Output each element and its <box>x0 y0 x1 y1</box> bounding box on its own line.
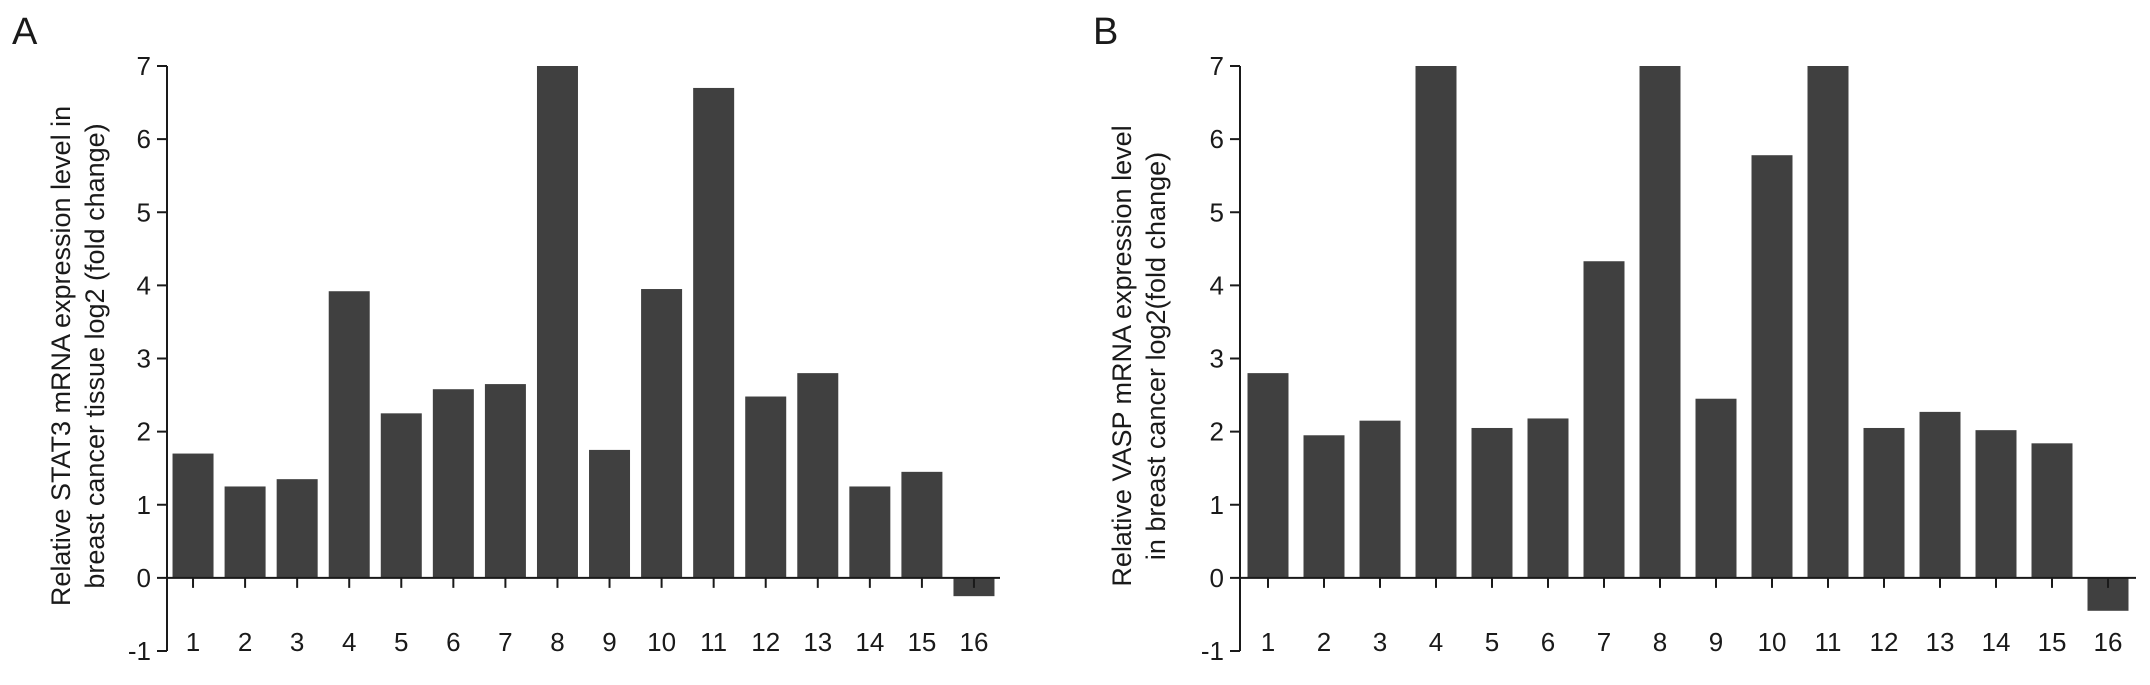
panel-a-x-tick-label-8: 8 <box>550 627 564 657</box>
panel-b-y-tick-label-3: 3 <box>1210 344 1224 374</box>
panel-a-y-tick-label--1: -1 <box>128 636 151 666</box>
panel-b-x-tick-label-10: 10 <box>1758 627 1787 657</box>
panel-b-x-tick-label-2: 2 <box>1317 627 1331 657</box>
panel-a-x-tick-label-3: 3 <box>290 627 304 657</box>
panel-a-bar-4 <box>328 291 370 578</box>
panel-a: A Relative STAT3 mRNA expression level i… <box>12 11 1000 666</box>
panel-a-y-tick-label-5: 5 <box>137 197 151 227</box>
panel-b-y-tick-label--1: -1 <box>1201 636 1224 666</box>
panel-b-x-tick-label-6: 6 <box>1541 627 1555 657</box>
panel-a-bar-11 <box>693 87 735 578</box>
panel-a-bar-13 <box>797 373 839 578</box>
panel-a-y-tick-label-6: 6 <box>137 124 151 154</box>
panel-b-y-tick-label-2: 2 <box>1210 417 1224 447</box>
panel-a-y-tick-label-7: 7 <box>137 51 151 81</box>
panel-b-x-tick-label-3: 3 <box>1373 627 1387 657</box>
panel-a-bar-1 <box>172 453 214 578</box>
panel-b-bar-11 <box>1807 66 1849 578</box>
panel-b-bar-6 <box>1527 418 1569 578</box>
panel-b-bar-7 <box>1583 261 1625 578</box>
panel-a-x-tick-label-5: 5 <box>394 627 408 657</box>
panel-a-x-tick-label-9: 9 <box>602 627 616 657</box>
panel-a-bar-14 <box>849 486 891 578</box>
panel-b-x-tick-label-8: 8 <box>1653 627 1667 657</box>
panel-b-bar-13 <box>1919 411 1961 578</box>
panel-b-x-tick-label-5: 5 <box>1485 627 1499 657</box>
panel-a-bar-5 <box>380 413 422 578</box>
panel-a-y-tick-label-4: 4 <box>137 270 151 300</box>
panel-a-y-tick-label-2: 2 <box>137 417 151 447</box>
panel-b-y-axis-title: Relative VASP mRNA expression level in b… <box>1107 125 1171 586</box>
panel-b-x-tick-label-1: 1 <box>1261 627 1275 657</box>
panel-a-bar-8 <box>536 66 578 578</box>
panel-b-bar-4 <box>1415 66 1457 578</box>
panel-b-bar-15 <box>2031 443 2073 578</box>
panel-b-bar-12 <box>1863 427 1905 578</box>
panel-b-ylabel-line2: in breast cancer log2(fold change) <box>1141 152 1171 560</box>
panel-a-x-tick-label-13: 13 <box>803 627 832 657</box>
panel-a-bar-6 <box>432 389 474 578</box>
panel-b-x-tick-label-12: 12 <box>1870 627 1899 657</box>
panel-b-y-tick-label-4: 4 <box>1210 270 1224 300</box>
panel-a-bar-10 <box>641 289 683 578</box>
panel-b-bar-14 <box>1975 430 2017 578</box>
panel-a-x-tick-label-11: 11 <box>700 627 727 657</box>
panel-b-bar-3 <box>1359 420 1401 578</box>
panel-a-x-tick-label-6: 6 <box>446 627 460 657</box>
panel-b-bar-5 <box>1471 427 1513 578</box>
panel-a-x-tick-label-12: 12 <box>751 627 780 657</box>
panel-a-x-tick-label-7: 7 <box>498 627 512 657</box>
panel-b-y-tick-label-7: 7 <box>1210 51 1224 81</box>
panel-a-y-tick-label-0: 0 <box>137 563 151 593</box>
panel-b: B Relative VASP mRNA expression level in… <box>1093 11 2136 666</box>
panel-a-x-tick-label-10: 10 <box>647 627 676 657</box>
panel-a-bar-12 <box>745 396 787 578</box>
panel-b-y-tick-label-0: 0 <box>1210 563 1224 593</box>
panel-b-bar-9 <box>1695 398 1737 578</box>
panel-a-y-tick-label-1: 1 <box>137 490 151 520</box>
panel-b-x-tick-label-11: 11 <box>1815 627 1842 657</box>
panel-b-x-tick-label-16: 16 <box>2094 627 2123 657</box>
panel-b-x-tick-label-4: 4 <box>1429 627 1443 657</box>
panel-a-bar-15 <box>901 471 943 578</box>
panel-a-x-tick-label-2: 2 <box>238 627 252 657</box>
panel-a-x-tick-label-14: 14 <box>855 627 884 657</box>
panel-a-bar-7 <box>484 384 526 578</box>
panel-a-x-tick-label-1: 1 <box>186 627 200 657</box>
panel-b-y-tick-label-6: 6 <box>1210 124 1224 154</box>
panel-b-label: B <box>1093 11 1118 53</box>
panel-a-bar-3 <box>276 479 318 578</box>
panel-a-bar-9 <box>589 449 631 578</box>
panel-b-ylabel-line1: Relative VASP mRNA expression level <box>1107 125 1137 586</box>
panel-b-x-tick-label-14: 14 <box>1982 627 2011 657</box>
panel-a-bar-2 <box>224 486 266 578</box>
panel-b-bar-10 <box>1751 155 1793 578</box>
panel-a-label: A <box>12 11 38 53</box>
panel-b-y-tick-label-5: 5 <box>1210 197 1224 227</box>
panel-b-x-tick-label-13: 13 <box>1926 627 1955 657</box>
panel-b-bar-8 <box>1639 66 1681 578</box>
panel-a-y-tick-label-3: 3 <box>137 344 151 374</box>
panel-a-x-tick-label-4: 4 <box>342 627 356 657</box>
panel-b-bar-1 <box>1247 373 1289 578</box>
panel-a-ylabel-line2: breast cancer tissue log2 (fold change) <box>80 123 110 588</box>
panel-b-x-tick-label-7: 7 <box>1597 627 1611 657</box>
panel-b-bar-2 <box>1303 435 1345 578</box>
panel-a-x-tick-label-15: 15 <box>907 627 936 657</box>
panel-b-x-tick-label-15: 15 <box>2038 627 2067 657</box>
panel-a-ylabel-line1: Relative STAT3 mRNA expression level in <box>46 106 76 606</box>
panel-a-y-axis-title: Relative STAT3 mRNA expression level in … <box>46 106 110 606</box>
panel-a-x-tick-label-16: 16 <box>960 627 989 657</box>
panel-b-x-tick-label-9: 9 <box>1709 627 1723 657</box>
panel-b-y-tick-label-1: 1 <box>1210 490 1224 520</box>
